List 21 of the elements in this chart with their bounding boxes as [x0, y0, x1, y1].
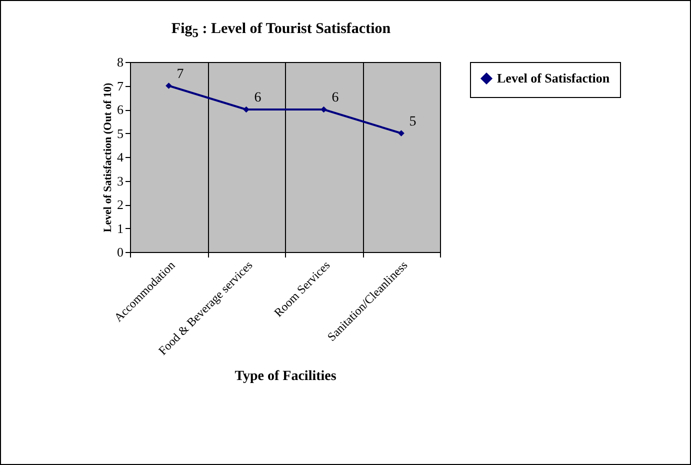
y-tick-label: 3	[117, 173, 124, 188]
point	[320, 106, 327, 113]
y-tick-label: 5	[117, 126, 124, 141]
data-label: 7	[176, 66, 184, 82]
x-axis-title: Type of Facilities	[234, 369, 337, 384]
y-tick-label: 7	[117, 78, 124, 94]
y-tick-label: 0	[117, 244, 124, 260]
data-label: 6	[332, 90, 339, 106]
y-tick-label: 2	[117, 197, 124, 212]
data-label: 5	[409, 114, 416, 130]
y-tick-label: 8	[117, 54, 124, 70]
y-tick-label: 1	[117, 220, 124, 236]
y-axis-title: Level of Satisfaction (Out of 10)	[102, 82, 114, 232]
y-tick-label: 6	[117, 102, 124, 117]
legend-label: Level of Satisfaction	[497, 70, 610, 86]
point	[243, 106, 250, 113]
data-label: 6	[254, 90, 262, 106]
point	[398, 130, 404, 136]
chart-title: Fig$_{5}$ : Level of Tourist Satisfaction	[170, 21, 392, 41]
y-tick-label: 4	[117, 150, 124, 164]
point	[166, 82, 172, 89]
